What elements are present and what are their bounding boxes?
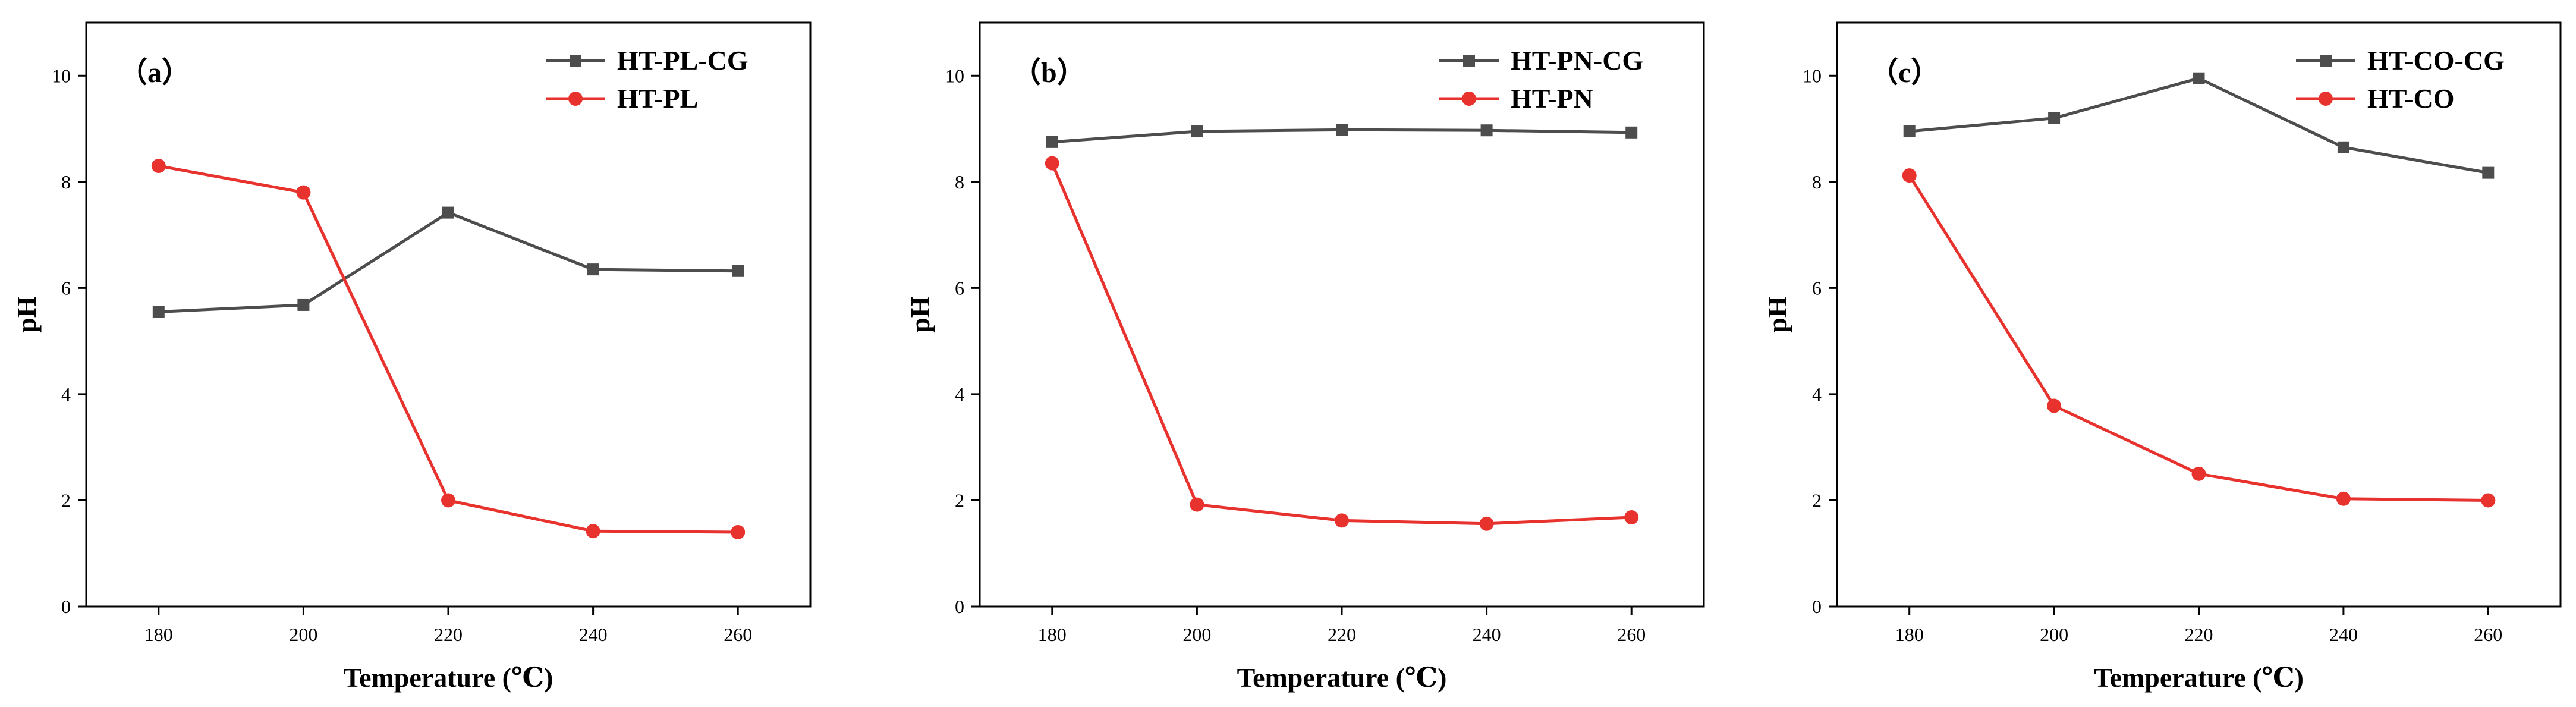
x-tick-label: 240 [2329, 624, 2358, 645]
data-point-HT-CO-CG [2193, 72, 2205, 84]
x-tick-label: 200 [1182, 624, 1211, 645]
y-axis-title: pH [905, 296, 935, 333]
data-point-HT-PN-CG [1046, 136, 1058, 148]
data-point-HT-PL-CG [587, 263, 599, 276]
data-point-HT-CO [2047, 398, 2062, 413]
y-tick-label: 10 [52, 65, 71, 86]
legend-marker [1462, 92, 1476, 106]
y-tick-label: 6 [955, 277, 964, 298]
y-tick-label: 8 [1812, 171, 1822, 193]
legend-label: HT-PL-CG [617, 45, 748, 76]
y-tick-label: 8 [955, 171, 964, 193]
data-point-HT-PN [1479, 516, 1494, 531]
x-tick-label: 200 [289, 624, 317, 645]
y-tick-label: 10 [1803, 65, 1822, 86]
legend-marker [2320, 55, 2332, 67]
data-point-HT-PN-CG [1191, 125, 1203, 138]
chart-panel-1: 0 2 4 6 8 10 180 200 220 240 260 Temperature (℃) pH （… [11, 21, 812, 693]
y-tick-label: 4 [61, 384, 71, 405]
data-point-HT-CO-CG [2337, 141, 2349, 153]
y-axis-title: pH [11, 296, 42, 333]
y-tick-label: 2 [1812, 489, 1822, 511]
series-line-HT-PN [1050, 162, 1632, 526]
chart-panel-3: 0 2 4 6 8 10 180 200 220 240 260 Temperature (℃) pH （… [1762, 21, 2562, 693]
data-point-HT-PL [151, 159, 166, 174]
data-point-HT-PL-CG [152, 306, 165, 318]
legend-label: HT-CO-CG [2367, 45, 2505, 76]
x-axis-title: Temperature (℃) [344, 662, 553, 693]
x-tick-label: 260 [2474, 624, 2502, 645]
panel-label: （c） [1870, 57, 1939, 89]
data-point-HT-CO-CG [2482, 166, 2495, 179]
y-tick-label: 6 [61, 277, 71, 298]
data-point-HT-PL [731, 525, 746, 540]
series-line-HT-CO [1908, 174, 2489, 502]
y-tick-label: 6 [1812, 277, 1822, 298]
y-tick-label: 0 [61, 596, 71, 617]
plot-frame [85, 21, 812, 608]
data-point-HT-PL [296, 185, 311, 200]
legend-marker [2319, 92, 2333, 106]
data-point-HT-PL-CG [732, 265, 744, 277]
data-point-HT-PL [586, 524, 600, 539]
x-tick-label: 180 [1895, 624, 1924, 645]
legend-label: HT-PN [1511, 83, 1593, 114]
data-point-HT-PN-CG [1336, 124, 1348, 136]
y-tick-label: 4 [1812, 384, 1822, 405]
data-point-HT-CO [1902, 168, 1917, 183]
legend-marker [1463, 55, 1475, 67]
legend-marker [568, 92, 583, 106]
data-point-HT-CO [2191, 466, 2206, 481]
x-tick-label: 220 [1328, 624, 1356, 645]
data-point-HT-PN-CG [1480, 124, 1493, 137]
legend-label: HT-PL [617, 83, 698, 114]
x-tick-label: 240 [579, 624, 608, 645]
data-point-HT-PN [1624, 510, 1639, 525]
x-tick-label: 180 [144, 624, 173, 645]
legend-label: HT-PN-CG [1511, 45, 1643, 76]
data-point-HT-PL [441, 493, 455, 508]
legend-label: HT-CO [2367, 83, 2455, 114]
y-axis-title: pH [1762, 296, 1792, 333]
y-tick-label: 8 [61, 171, 71, 193]
data-point-HT-PN [1335, 513, 1349, 528]
x-tick-label: 220 [434, 624, 463, 645]
data-point-HT-PL-CG [442, 206, 454, 219]
data-point-HT-CO-CG [1903, 125, 1916, 138]
data-point-HT-PL-CG [297, 298, 310, 311]
x-axis-title: Temperature (℃) [1237, 662, 1447, 693]
data-point-HT-PN [1045, 156, 1059, 171]
panel-label: （a） [119, 57, 190, 89]
chart-panel-2: 0 2 4 6 8 10 180 200 220 240 260 Temperature (℃) pH （… [905, 21, 1705, 693]
x-axis-title: Temperature (℃) [2094, 662, 2304, 693]
x-tick-label: 220 [2185, 624, 2213, 645]
y-tick-label: 2 [955, 489, 964, 511]
data-point-HT-CO [2481, 493, 2496, 508]
panel-label: （b） [1012, 57, 1086, 89]
data-point-HT-CO [2336, 491, 2351, 506]
y-tick-label: 10 [945, 65, 964, 86]
series-line-HT-PL-CG [158, 211, 738, 314]
x-tick-label: 240 [1473, 624, 1501, 645]
x-tick-label: 180 [1038, 624, 1067, 645]
data-point-HT-PN [1190, 497, 1204, 512]
y-tick-label: 0 [955, 596, 964, 617]
y-tick-label: 2 [61, 489, 71, 511]
data-point-HT-PN-CG [1625, 126, 1638, 139]
y-tick-label: 4 [955, 384, 964, 405]
y-tick-label: 0 [1812, 596, 1822, 617]
series-line-HT-PL [158, 164, 738, 534]
x-tick-label: 200 [2040, 624, 2068, 645]
legend-marker [570, 55, 581, 67]
x-tick-label: 260 [1617, 624, 1646, 645]
x-tick-label: 260 [724, 624, 752, 645]
data-point-HT-CO-CG [2048, 112, 2061, 124]
